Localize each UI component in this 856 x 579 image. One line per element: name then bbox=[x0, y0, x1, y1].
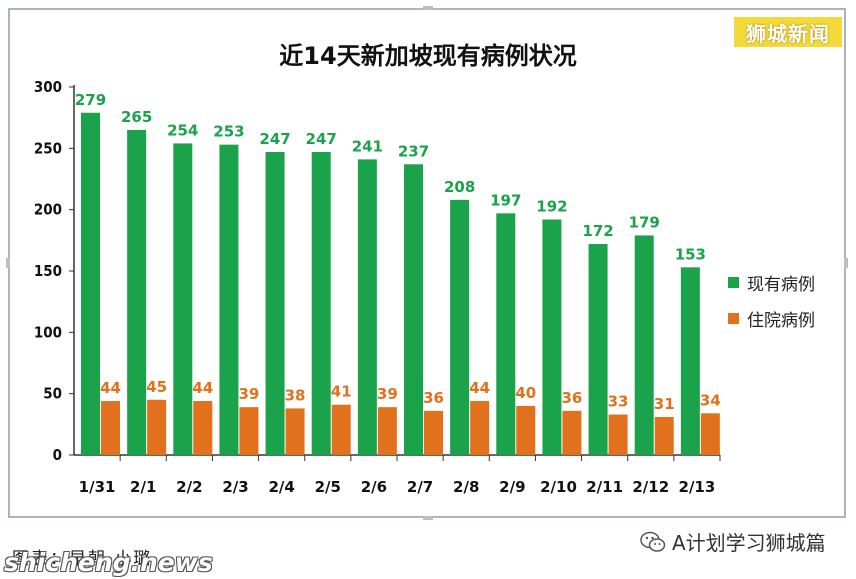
data-label-series2: 44 bbox=[192, 379, 213, 397]
bar-series2 bbox=[239, 407, 259, 455]
wechat-account: A计划学习狮城篇 bbox=[640, 527, 826, 556]
data-label-series1: 253 bbox=[213, 123, 244, 141]
bar-series2 bbox=[285, 408, 305, 455]
bar-series2 bbox=[700, 413, 720, 455]
data-label-series2: 44 bbox=[100, 379, 121, 397]
data-label-series1: 179 bbox=[629, 213, 660, 231]
data-label-series2: 39 bbox=[377, 385, 398, 403]
y-tick-label: 150 bbox=[34, 262, 62, 280]
bar-series2 bbox=[101, 401, 120, 455]
x-tick-label: 2/3 bbox=[222, 478, 248, 496]
x-tick-label: 2/6 bbox=[361, 478, 387, 496]
x-tick-label: 2/2 bbox=[176, 478, 202, 496]
data-label-series2: 38 bbox=[285, 386, 306, 404]
legend-label-series1: 现有病例 bbox=[747, 275, 815, 295]
bar-series1 bbox=[311, 152, 331, 455]
x-tick-label: 2/7 bbox=[407, 478, 433, 496]
y-tick-label: 100 bbox=[34, 323, 62, 341]
data-label-series2: 41 bbox=[331, 383, 352, 401]
data-label-series1: 172 bbox=[582, 222, 613, 240]
x-tick-label: 2/10 bbox=[540, 478, 577, 496]
y-tick-label: 300 bbox=[34, 78, 62, 96]
bar-series1 bbox=[588, 244, 608, 455]
data-label-series1: 279 bbox=[75, 91, 106, 109]
data-label-series2: 44 bbox=[469, 379, 490, 397]
x-tick-label: 1/31 bbox=[79, 478, 116, 496]
site-watermark: shicheng.news bbox=[4, 548, 213, 577]
data-label-series1: 192 bbox=[536, 197, 567, 215]
data-label-series1: 247 bbox=[306, 130, 337, 148]
data-label-series1: 197 bbox=[490, 191, 521, 209]
bar-series2 bbox=[654, 416, 674, 455]
bar-series2 bbox=[331, 404, 351, 455]
bar-series1 bbox=[127, 129, 147, 455]
x-tick-label: 2/4 bbox=[268, 478, 294, 496]
x-tick-label: 2/13 bbox=[679, 478, 716, 496]
bar-series2 bbox=[424, 410, 443, 455]
brand-logo: 狮城新闻 bbox=[734, 17, 842, 47]
x-tick-label: 2/9 bbox=[499, 478, 525, 496]
y-tick-label: 0 bbox=[53, 446, 62, 464]
data-label-series1: 208 bbox=[444, 178, 475, 196]
bar-series1 bbox=[450, 199, 470, 455]
x-tick-label: 2/5 bbox=[315, 478, 341, 496]
legend-swatch-series1 bbox=[728, 277, 739, 288]
resize-handle-right-icon[interactable] bbox=[844, 258, 848, 268]
bar-series2 bbox=[147, 399, 167, 455]
y-tick-label: 50 bbox=[43, 385, 62, 403]
data-label-series2: 36 bbox=[423, 389, 444, 407]
bar-series1 bbox=[265, 152, 285, 455]
bar-series2 bbox=[470, 401, 490, 455]
x-tick-label: 2/11 bbox=[586, 478, 623, 496]
y-tick-label: 200 bbox=[34, 201, 62, 219]
bar-series1 bbox=[357, 159, 377, 455]
wechat-account-name: A计划学习狮城篇 bbox=[672, 531, 826, 555]
wechat-icon bbox=[640, 531, 666, 552]
resize-handle-left-icon[interactable] bbox=[6, 258, 10, 268]
bar-series1 bbox=[634, 235, 654, 455]
bar-series1 bbox=[81, 112, 100, 455]
data-label-series2: 39 bbox=[238, 385, 259, 403]
bar-series2 bbox=[562, 410, 582, 455]
x-tick-label: 2/12 bbox=[632, 478, 669, 496]
bar-series2 bbox=[193, 401, 213, 455]
legend-item-series1: 现有病例 bbox=[728, 270, 815, 295]
data-label-series2: 36 bbox=[561, 389, 582, 407]
data-label-series2: 45 bbox=[146, 378, 167, 396]
data-label-series2: 40 bbox=[515, 384, 536, 402]
data-label-series2: 33 bbox=[608, 393, 629, 411]
bar-series2 bbox=[377, 407, 397, 455]
bar-series1 bbox=[173, 143, 193, 455]
legend-swatch-series2 bbox=[728, 313, 739, 324]
legend-label-series2: 住院病例 bbox=[747, 311, 815, 331]
bar-series1 bbox=[496, 213, 516, 455]
chart-caption: 图表：早朝·小璐 bbox=[12, 549, 153, 569]
resize-handle-top-icon[interactable] bbox=[423, 6, 433, 10]
y-tick-label: 250 bbox=[34, 139, 62, 157]
bar-series2 bbox=[608, 414, 628, 455]
data-label-series1: 241 bbox=[352, 137, 383, 155]
data-label-series1: 153 bbox=[675, 245, 706, 263]
data-label-series2: 34 bbox=[700, 391, 721, 409]
bar-series2 bbox=[516, 405, 536, 455]
bar-series1 bbox=[404, 164, 423, 455]
legend-item-series2: 住院病例 bbox=[728, 306, 815, 331]
bar-series1 bbox=[219, 144, 239, 456]
data-label-series1: 247 bbox=[259, 130, 290, 148]
data-label-series2: 31 bbox=[654, 395, 675, 413]
resize-handle-bottom-icon[interactable] bbox=[423, 516, 433, 520]
x-tick-label: 2/8 bbox=[453, 478, 479, 496]
x-tick-label: 2/1 bbox=[130, 478, 156, 496]
bar-series1 bbox=[542, 219, 562, 455]
data-label-series1: 237 bbox=[398, 142, 429, 160]
chart-title: 近14天新加坡现有病例状况 bbox=[279, 42, 577, 70]
data-label-series1: 254 bbox=[167, 121, 198, 139]
bar-series1 bbox=[680, 267, 700, 455]
data-label-series1: 265 bbox=[121, 108, 152, 126]
